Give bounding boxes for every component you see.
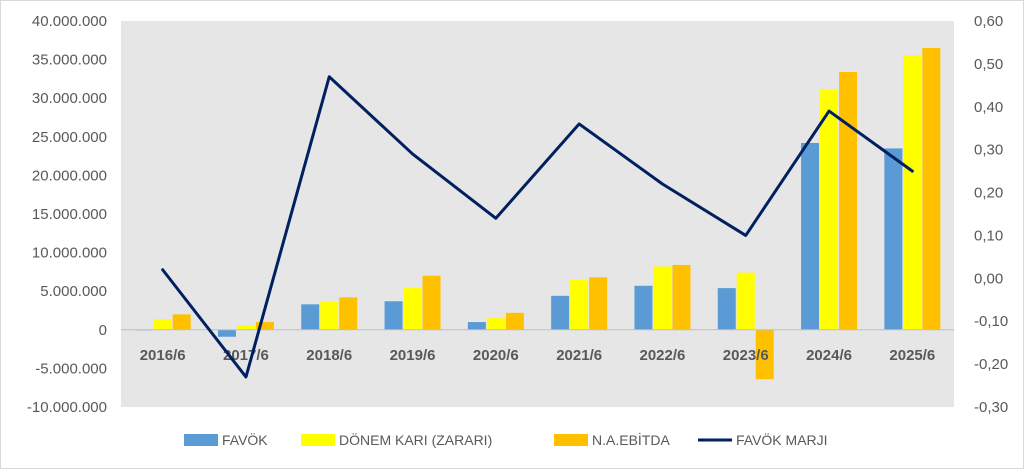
bar-d-nem-kari-zarari--2023-6 (736, 272, 755, 330)
right-tick-label: 0,40 (974, 99, 1003, 116)
category-label-2018-6: 2018/6 (306, 347, 352, 364)
right-tick-label: 0,20 (974, 185, 1003, 202)
bar-n-a-ebi-tda-2019-6 (422, 275, 441, 330)
right-tick-label: 0,00 (974, 270, 1003, 287)
legend: FAVÖK DÖNEM KARI (ZARARI) N.A.EBİTDA FAVÖK … (184, 431, 828, 448)
legend-swatch-n-a-ebi-tda (554, 434, 588, 446)
bar-n-a-ebi-tda-2016-6 (172, 314, 191, 330)
legend-swatch-d-nem-kari-zarari- (301, 434, 335, 446)
left-tick-label: -10.000.000 (27, 399, 107, 416)
left-tick-label: 35.000.000 (32, 52, 107, 69)
line-fav-k-marji (161, 75, 914, 379)
left-axis-ticks: 40.000.000 35.000.000 30.000.000 25.000.000… (27, 13, 107, 416)
bar-d-nem-kari-zarari--2022-6 (653, 266, 672, 330)
category-label-2016-6: 2016/6 (140, 347, 186, 364)
line-series-group (161, 75, 914, 379)
legend-label-fav-k-marji: FAVÖK MARJI (736, 431, 828, 448)
right-tick-label: -0,30 (974, 399, 1008, 416)
category-label-2021-6: 2021/6 (556, 347, 602, 364)
bar-n-a-ebi-tda-2018-6 (339, 297, 358, 330)
left-tick-label: 40.000.000 (32, 13, 107, 30)
bar-n-a-ebi-tda-2022-6 (672, 264, 691, 330)
bar-d-nem-kari-zarari--2017-6 (236, 325, 255, 330)
legend-swatch-fav-k (184, 434, 218, 446)
legend-label-n-a-ebi-tda: N.A.EBİTDA (592, 431, 670, 448)
left-tick-label: 25.000.000 (32, 129, 107, 146)
bar-fav-k-2023-6 (717, 288, 736, 330)
category-label-2023-6: 2023/6 (723, 347, 769, 364)
category-label-2022-6: 2022/6 (640, 347, 686, 364)
bar-fav-k-2022-6 (634, 285, 653, 330)
bar-fav-k-2021-6 (551, 295, 570, 330)
left-tick-label: 10.000.000 (32, 245, 107, 262)
right-axis-ticks: 0,60 0,50 0,40 0,30 0,20 0,10 0,00 -0,10 -0,20 -0… (974, 13, 1008, 416)
bar-group (134, 48, 941, 380)
bar-fav-k-2019-6 (384, 301, 403, 330)
left-tick-label: -5.000.000 (35, 360, 107, 377)
legend-label-fav-k: FAVÖK (222, 431, 268, 448)
bar-fav-k-2020-6 (467, 322, 486, 330)
bar-d-nem-kari-zarari--2020-6 (486, 318, 505, 330)
category-label-2020-6: 2020/6 (473, 347, 519, 364)
bar-d-nem-kari-zarari--2024-6 (820, 88, 839, 330)
bar-d-nem-kari-zarari--2016-6 (153, 318, 172, 330)
category-label-2025-6: 2025/6 (889, 347, 935, 364)
bar-n-a-ebi-tda-2017-6 (255, 322, 274, 330)
left-tick-label: 20.000.000 (32, 167, 107, 184)
right-tick-label: 0,60 (974, 13, 1003, 30)
legend-label-d-nem-kari-zarari-: DÖNEM KARI (ZARARI) (339, 431, 492, 448)
bar-n-a-ebi-tda-2020-6 (505, 312, 524, 330)
right-tick-label: -0,20 (974, 356, 1008, 373)
bar-n-a-ebi-tda-2025-6 (922, 48, 941, 330)
bar-n-a-ebi-tda-2021-6 (589, 277, 608, 330)
bar-d-nem-kari-zarari--2025-6 (903, 54, 922, 330)
category-label-2024-6: 2024/6 (806, 347, 852, 364)
bar-d-nem-kari-zarari--2021-6 (570, 279, 589, 330)
left-tick-label: 15.000.000 (32, 206, 107, 223)
bar-fav-k-2024-6 (801, 142, 820, 330)
category-label-2019-6: 2019/6 (390, 347, 436, 364)
right-tick-label: 0,50 (974, 56, 1003, 73)
bar-n-a-ebi-tda-2023-6 (755, 329, 774, 380)
left-tick-label: 5.000.000 (40, 283, 107, 300)
left-tick-label: 0 (99, 322, 107, 339)
bar-d-nem-kari-zarari--2019-6 (403, 288, 422, 330)
category-label-2017-6: 2017/6 (223, 347, 269, 364)
category-labels: 2016/6 2017/6 2018/6 2019/6 2020/6 2021/6 2022… (140, 347, 936, 364)
right-tick-label: 0,30 (974, 142, 1003, 159)
left-tick-label: 30.000.000 (32, 90, 107, 107)
bar-fav-k-2025-6 (884, 148, 903, 330)
bar-fav-k-2017-6 (217, 329, 236, 337)
bar-n-a-ebi-tda-2024-6 (839, 71, 858, 330)
bar-d-nem-kari-zarari--2018-6 (320, 302, 339, 330)
right-tick-label: 0,10 (974, 227, 1003, 244)
bar-fav-k-2018-6 (301, 304, 320, 330)
right-tick-label: -0,10 (974, 313, 1008, 330)
